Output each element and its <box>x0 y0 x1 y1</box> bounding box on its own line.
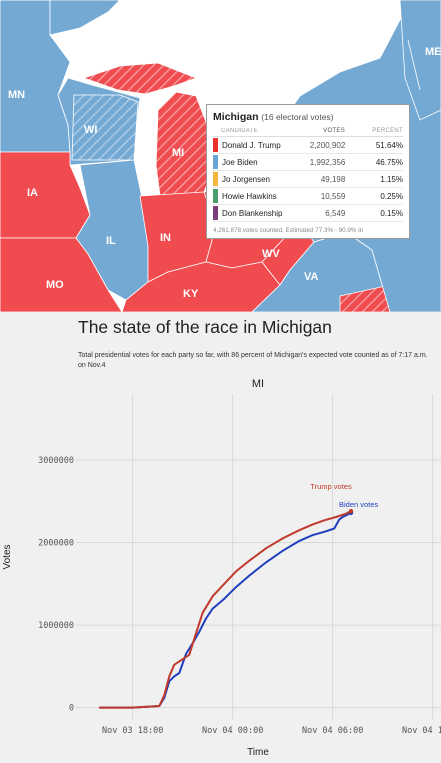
candidate-percent: 46.75% <box>375 157 403 167</box>
state-label-ky: KY <box>183 288 199 300</box>
me-shape <box>399 0 441 121</box>
upper-mn-shape <box>0 0 121 36</box>
mi-upper-shape <box>82 62 198 95</box>
tooltip-footer: 4,261,878 votes counted. Estimated 77.3%… <box>213 227 364 234</box>
y-tick-label: 3000000 <box>38 456 74 466</box>
trump-votes-label: Trump votes <box>310 482 352 491</box>
ia-shape <box>0 151 91 239</box>
tooltip-title: Michigan (16 electoral votes) <box>213 111 403 123</box>
lake-michigan-shape <box>135 93 161 197</box>
plot-area <box>76 394 441 720</box>
y-tick-label: 2000000 <box>38 539 74 549</box>
candidate-votes: 1,992,356 <box>309 157 346 167</box>
series-line-biden <box>99 511 352 709</box>
page-subtitle: Total presidential votes for each party … <box>78 352 428 369</box>
candidate-name: Jo Jorgensen <box>221 174 270 184</box>
state-label-mi: MI <box>172 147 184 159</box>
state-label-il: IL <box>106 235 116 247</box>
state-border-1 <box>339 0 371 73</box>
x-tick-label: Nov 04 00:00 <box>202 726 263 736</box>
party-swatch <box>213 155 218 169</box>
header-percent: PERCENT <box>372 128 403 134</box>
candidate-votes: 10,559 <box>320 191 346 201</box>
wi-hatch-shape <box>71 94 139 161</box>
candidate-row: Jo Jorgensen 49,198 1.15% <box>213 171 403 188</box>
chart-panel: The state of the race in Michigan Total … <box>0 312 441 763</box>
candidate-votes: 6,549 <box>325 208 346 218</box>
chart-title: MI <box>252 378 264 390</box>
state-border-5 <box>117 0 151 21</box>
map-labels: MN WI MI IA IL IN MO KY WV VA ME <box>8 46 441 300</box>
candidate-votes: 2,200,902 <box>309 140 346 150</box>
ky-shape <box>121 261 281 312</box>
state-label-mn: MN <box>8 89 25 101</box>
x-tick-label: Nov 04 12:00 <box>402 726 441 736</box>
x-tick-label: Nov 04 06:00 <box>302 726 363 736</box>
election-map: MN WI MI IA IL IN MO KY WV VA ME Michigan (16 elec… <box>0 0 441 312</box>
candidate-row: Joe Biden 1,992,356 46.75% <box>213 154 403 171</box>
michigan-tooltip: Michigan (16 electoral votes) CANDIDATE … <box>206 104 410 239</box>
tooltip-electoral-votes: (16 electoral votes) <box>261 112 334 122</box>
candidate-row: Donald J. Trump 2,200,902 51.64% <box>213 137 403 154</box>
page-title: The state of the race in Michigan <box>78 317 332 337</box>
candidate-row: Don Blankenship 6,549 0.15% <box>213 205 403 222</box>
state-label-wv: WV <box>262 248 280 260</box>
candidate-name: Howie Hawkins <box>221 191 277 201</box>
series-endpoint <box>348 508 354 514</box>
state-border-3 <box>407 39 421 91</box>
biden-votes-label: Biden votes <box>339 500 378 509</box>
y-axis-label: Votes <box>2 544 13 569</box>
header-candidate: CANDIDATE <box>221 128 258 134</box>
y-tick-label: 1000000 <box>38 621 74 631</box>
party-swatch <box>213 172 218 186</box>
state-label-ia: IA <box>27 187 38 199</box>
candidate-name: Joe Biden <box>221 157 258 167</box>
vote-count-chart: MI Nov 03 18:00 Nov 04 00:00 Nov 04 06:00 No… <box>2 378 441 758</box>
state-label-in: IN <box>160 232 171 244</box>
x-tick-label: Nov 03 18:00 <box>102 726 163 736</box>
candidate-name: Don Blankenship <box>221 208 283 218</box>
party-swatch <box>213 189 218 203</box>
state-label-mo: MO <box>46 279 64 291</box>
candidate-percent: 0.15% <box>380 208 403 218</box>
state-label-va: VA <box>304 271 319 283</box>
candidate-row: Howie Hawkins 10,559 0.25% <box>213 188 403 205</box>
series-line-trump <box>99 510 352 709</box>
x-axis-label: Time <box>247 747 269 758</box>
party-swatch <box>213 138 218 152</box>
state-label-me: ME <box>425 46 441 58</box>
header-votes: VOTES <box>323 128 345 134</box>
candidate-percent: 1.15% <box>380 174 403 184</box>
candidate-votes: 49,198 <box>320 174 346 184</box>
party-swatch <box>213 206 218 220</box>
mo-shape <box>0 237 123 312</box>
candidate-name: Donald J. Trump <box>221 140 281 150</box>
tooltip-state: Michigan <box>213 111 259 123</box>
state-label-wi: WI <box>84 124 97 136</box>
candidate-percent: 51.64% <box>375 140 403 150</box>
tooltip-header-row: CANDIDATE VOTES PERCENT <box>213 126 403 137</box>
candidate-percent: 0.25% <box>380 191 403 201</box>
tooltip-rows: Donald J. Trump 2,200,902 51.64% Joe Biden 1… <box>213 137 403 222</box>
y-tick-label: 0 <box>69 704 74 714</box>
